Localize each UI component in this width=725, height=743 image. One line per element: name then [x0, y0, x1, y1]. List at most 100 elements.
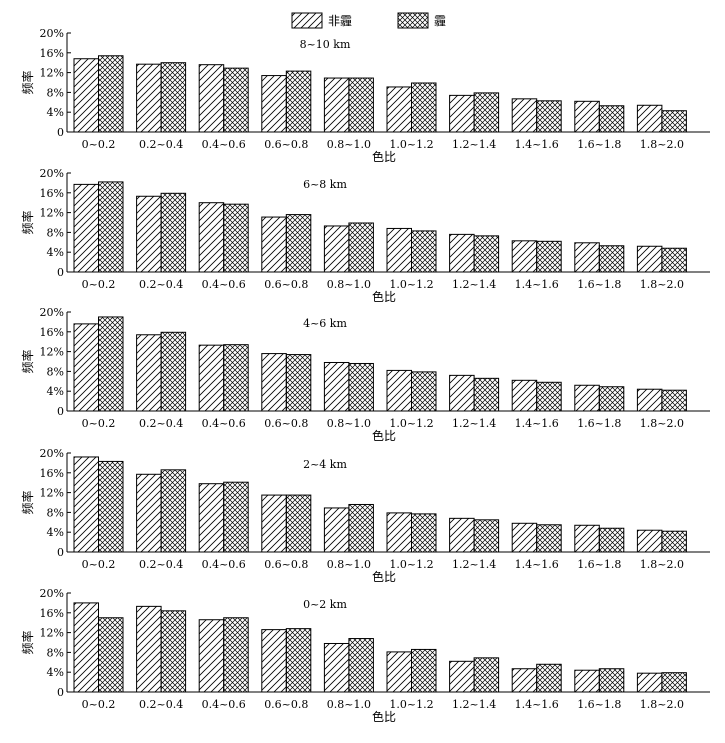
y-tick-label: 20%	[40, 306, 64, 319]
bar-haze	[223, 203, 249, 273]
bar-haze	[285, 494, 312, 553]
x-category-label: 0.6~0.8	[264, 278, 308, 291]
x-category-label: 0.8~1.0	[327, 698, 371, 711]
bar-non-haze	[136, 473, 162, 553]
y-tick-label: 12%	[40, 67, 64, 80]
x-category-label: 1.0~1.2	[389, 278, 433, 291]
y-tick-label: 12%	[40, 487, 64, 500]
x-category-label: 1.6~1.8	[577, 138, 621, 151]
y-tick-label: 12%	[40, 346, 64, 359]
bar-non-haze	[261, 629, 287, 693]
x-category-label: 1.6~1.8	[577, 278, 621, 291]
x-category-label: 0.6~0.8	[264, 558, 308, 571]
bar-non-haze	[511, 522, 538, 553]
bar-haze	[598, 668, 625, 693]
bar-non-haze	[73, 58, 99, 133]
bar-non-haze	[198, 619, 225, 693]
bar-haze	[411, 648, 437, 693]
y-tick-label: 0	[57, 686, 64, 699]
x-category-label: 1.2~1.4	[452, 278, 496, 291]
bar-haze	[98, 617, 124, 693]
x-category-label: 0.4~0.6	[202, 698, 246, 711]
bar-haze	[160, 469, 187, 553]
y-tick-label: 12%	[40, 627, 64, 640]
x-axis-title: 色比	[372, 150, 396, 164]
bar-non-haze	[261, 353, 287, 412]
x-category-label: 1.8~2.0	[640, 558, 684, 571]
bar-non-haze	[136, 195, 162, 273]
bar-haze	[411, 230, 437, 273]
bar-non-haze	[323, 361, 350, 412]
y-axis-title: 频率	[20, 70, 35, 94]
bar-haze	[98, 316, 124, 412]
bar-non-haze	[136, 63, 162, 133]
bar-non-haze	[386, 369, 412, 412]
bar-non-haze	[449, 374, 475, 412]
y-axis-title: 频率	[20, 349, 35, 373]
legend-swatch-non-haze	[291, 12, 323, 29]
y-tick-label: 0	[57, 546, 64, 559]
legend-swatch-haze	[397, 12, 429, 29]
y-tick-label: 8%	[47, 646, 64, 659]
y-tick-label: 20%	[40, 27, 64, 40]
x-category-label: 0~0.2	[82, 558, 116, 571]
panel-2: 0 4% 8% 12% 16% 20% 频率 6~8 km 0~0.2 0.2~0.4 0.4~0.…	[20, 167, 710, 304]
x-category-label: 1.4~1.6	[515, 558, 559, 571]
bar-haze	[223, 344, 249, 412]
bar-non-haze	[636, 245, 663, 273]
bar-non-haze	[73, 602, 99, 693]
x-category-label: 1.6~1.8	[577, 558, 621, 571]
bar-haze	[411, 82, 437, 133]
bar-haze	[223, 67, 249, 133]
bar-haze	[285, 354, 312, 412]
bar-haze	[285, 214, 312, 273]
bar-non-haze	[636, 388, 663, 412]
bar-non-haze	[136, 605, 162, 693]
x-category-label: 0.2~0.4	[139, 417, 183, 430]
bar-haze	[536, 524, 562, 553]
x-category-label: 1.8~2.0	[640, 417, 684, 430]
y-tick-label: 8%	[47, 506, 64, 519]
legend-label-haze: 霾	[434, 14, 446, 28]
bar-haze	[598, 105, 625, 133]
panel-3: 0 4% 8% 12% 16% 20% 频率 4~6 km 0~0.2 0.2~0.4 0.4~0.…	[20, 306, 710, 443]
x-category-label: 1.8~2.0	[640, 278, 684, 291]
x-category-label: 1.2~1.4	[452, 698, 496, 711]
y-tick-label: 20%	[40, 167, 64, 180]
x-category-label: 0.6~0.8	[264, 417, 308, 430]
bar-haze	[661, 247, 687, 273]
y-tick-label: 16%	[40, 467, 64, 480]
bar-non-haze	[574, 100, 600, 133]
y-tick-label: 4%	[47, 246, 64, 259]
y-tick-label: 8%	[47, 226, 64, 239]
bar-non-haze	[511, 668, 538, 693]
bar-haze	[661, 389, 687, 412]
y-tick-label: 8%	[47, 365, 64, 378]
bar-haze	[661, 672, 687, 693]
y-axis-title: 频率	[20, 630, 35, 654]
bar-non-haze	[574, 384, 600, 412]
panel-4: 0 4% 8% 12% 16% 20% 频率 2~4 km 0~0.2 0.2~0.4 0.4~0.…	[20, 447, 710, 584]
bar-non-haze	[136, 334, 162, 412]
legend: 非霾 霾	[291, 12, 446, 29]
bar-haze	[348, 77, 374, 133]
bar-non-haze	[198, 483, 225, 553]
panel-title: 4~6 km	[303, 317, 347, 330]
bar-non-haze	[323, 642, 350, 693]
bar-non-haze	[511, 379, 538, 412]
bar-non-haze	[386, 512, 412, 553]
bar-haze	[473, 519, 500, 553]
y-tick-label: 16%	[40, 326, 64, 339]
bar-haze	[160, 192, 187, 273]
panel-title: 0~2 km	[303, 598, 347, 611]
bar-haze	[473, 235, 500, 273]
bar-haze	[348, 638, 374, 693]
bar-non-haze	[511, 98, 538, 133]
panel-title: 6~8 km	[303, 178, 347, 191]
bar-haze	[473, 92, 500, 133]
bar-non-haze	[449, 517, 475, 553]
x-category-label: 1.0~1.2	[389, 417, 433, 430]
bar-haze	[98, 55, 124, 133]
bar-non-haze	[323, 507, 350, 553]
